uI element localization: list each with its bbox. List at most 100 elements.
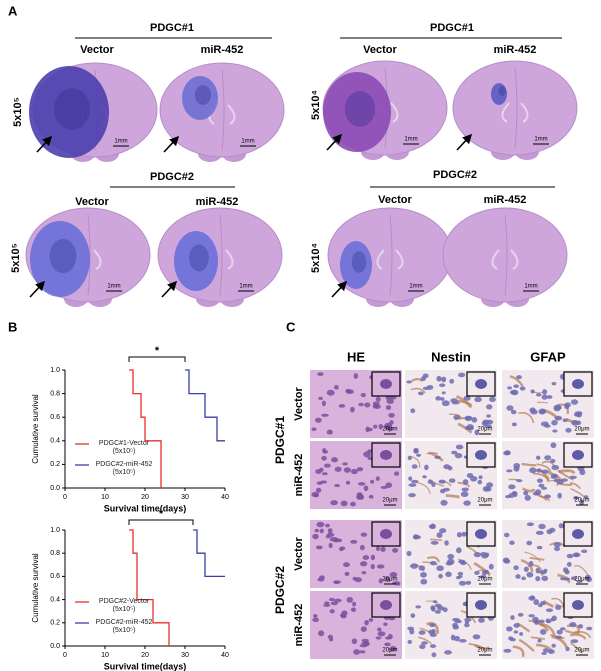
nucleus	[351, 638, 358, 645]
nucleus	[359, 644, 368, 648]
nucleus	[540, 421, 549, 427]
arrow	[326, 133, 343, 151]
nucleus	[326, 389, 335, 396]
y-tick-label: 0.4	[50, 596, 60, 603]
ventricle	[93, 249, 102, 270]
nucleus	[530, 409, 538, 415]
nucleus	[507, 386, 512, 390]
nucleus	[516, 375, 522, 380]
stain	[445, 494, 460, 499]
stain	[427, 556, 440, 563]
nucleus	[506, 405, 514, 411]
nucleus	[408, 476, 413, 481]
nucleus	[466, 426, 474, 431]
nucleus	[360, 532, 368, 537]
nucleus	[385, 482, 393, 488]
nucleus	[322, 450, 329, 454]
ventricle	[501, 102, 510, 123]
group-title: PDGC#2	[150, 171, 194, 183]
x-tick-label: 40	[221, 494, 229, 501]
nucleus	[376, 564, 385, 569]
nucleus	[533, 619, 539, 625]
nucleus	[440, 499, 448, 506]
nucleus	[434, 603, 442, 608]
inset-nucleus	[475, 529, 487, 539]
nucleus	[581, 549, 588, 554]
group-title: PDGC#1	[430, 22, 474, 34]
nucleus	[445, 561, 454, 566]
nucleus	[555, 635, 563, 639]
tumor	[323, 72, 391, 152]
x-tick-label: 20	[141, 652, 149, 659]
nucleus	[428, 629, 435, 635]
nucleus	[554, 546, 561, 552]
survival-curve	[129, 529, 170, 646]
nucleus	[336, 538, 343, 543]
nucleus	[546, 529, 553, 535]
panel-label: C	[286, 319, 296, 334]
nucleus	[434, 455, 441, 460]
y-tick-label: 0.0	[50, 485, 60, 492]
tumor-core	[351, 251, 367, 273]
nucleus	[505, 495, 512, 499]
nucleus	[373, 424, 378, 429]
nucleus	[380, 546, 386, 552]
nucleus	[362, 555, 370, 560]
nucleus	[558, 523, 564, 529]
inset-nucleus	[572, 450, 584, 460]
ventricle	[520, 102, 529, 123]
nucleus	[374, 404, 381, 410]
nucleus	[460, 561, 467, 566]
nucleus	[389, 571, 398, 578]
nucleus	[482, 486, 490, 492]
brain-section	[452, 60, 578, 156]
stain	[522, 487, 536, 493]
y-tick-label: 0.0	[50, 643, 60, 650]
nucleus	[444, 650, 452, 655]
nucleus	[569, 621, 577, 628]
nucleus	[526, 572, 534, 578]
nucleus	[432, 600, 438, 604]
nucleus	[530, 389, 535, 394]
nucleus	[460, 491, 469, 498]
nucleus	[368, 494, 374, 499]
scale-label: 20μm	[574, 498, 589, 504]
tumor	[182, 76, 218, 120]
significance-mark: *	[155, 345, 160, 357]
nucleus	[462, 479, 469, 485]
stain	[564, 629, 578, 634]
nucleus	[361, 571, 367, 575]
nucleus	[385, 395, 391, 401]
x-tick-label: 20	[141, 494, 149, 501]
nucleus	[503, 648, 512, 653]
nucleus	[430, 523, 436, 530]
stain	[569, 482, 582, 490]
legend-label: PDGC#2-miR-452 (5x10⁵)	[95, 461, 153, 476]
nucleus	[550, 458, 556, 464]
nucleus	[431, 482, 436, 488]
x-tick-label: 0	[63, 494, 67, 501]
stain	[449, 413, 462, 420]
nucleus	[452, 624, 459, 630]
tumor	[340, 241, 372, 289]
nucleus	[464, 416, 472, 420]
nucleus	[413, 447, 419, 454]
tumor	[29, 66, 109, 158]
nucleus	[321, 455, 327, 461]
nucleus	[439, 528, 447, 534]
nucleus	[375, 476, 380, 481]
nucleus	[551, 643, 556, 648]
stain	[512, 645, 525, 658]
inset-nucleus	[475, 600, 487, 610]
nucleus	[570, 576, 577, 581]
nucleus	[350, 539, 358, 544]
nucleus	[354, 577, 362, 583]
y-tick-label: 1.0	[50, 367, 60, 374]
nucleus	[312, 533, 319, 540]
column-header: HE	[347, 349, 365, 364]
survival-curve	[185, 369, 225, 442]
nucleus	[542, 389, 548, 395]
stain	[532, 472, 550, 482]
nucleus	[318, 630, 325, 637]
nucleus	[440, 397, 445, 401]
